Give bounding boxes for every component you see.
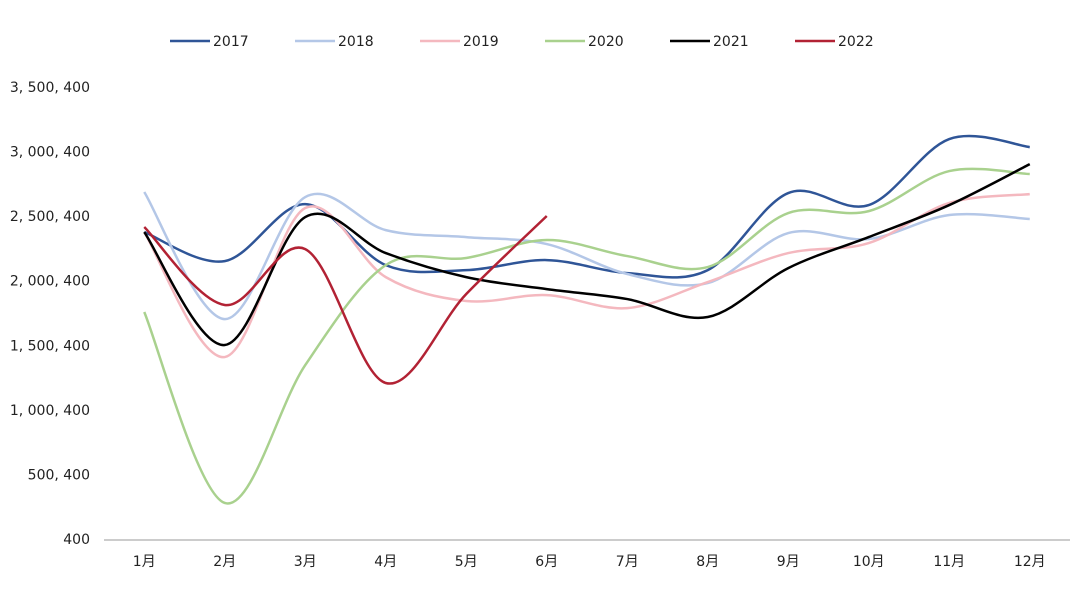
y-tick-label: 3, 000, 400 [10,145,90,161]
x-tick-label: 9月 [777,554,800,570]
legend-label: 2017 [213,34,249,50]
x-tick-label: 12月 [1014,554,1046,570]
y-tick-label: 500, 400 [28,467,90,483]
x-tick-label: 6月 [535,554,558,570]
legend-label: 2018 [338,34,374,50]
legend-label: 2020 [588,34,624,50]
y-tick-label: 1, 500, 400 [10,338,90,354]
series-line [143,191,1030,321]
y-tick-label: 400 [63,532,90,548]
series-line [143,163,1031,347]
series-line [143,167,1030,505]
x-tick-label: 4月 [374,554,397,570]
legend-label: 2019 [463,34,499,50]
y-tick-label: 3, 500, 400 [10,80,90,96]
x-tick-label: 10月 [853,554,885,570]
y-tick-label: 2, 000, 400 [10,274,90,290]
x-tick-label: 3月 [294,554,317,570]
x-tick-label: 5月 [455,554,478,570]
series-line [143,215,548,385]
x-tick-label: 8月 [696,554,719,570]
y-tick-label: 1, 000, 400 [10,403,90,419]
x-tick-label: 7月 [616,554,639,570]
x-tick-label: 1月 [133,554,156,570]
legend-label: 2021 [713,34,749,50]
legend-label: 2022 [838,34,874,50]
x-tick-label: 2月 [213,554,236,570]
y-tick-label: 2, 500, 400 [10,209,90,225]
x-tick-label: 11月 [933,554,965,570]
